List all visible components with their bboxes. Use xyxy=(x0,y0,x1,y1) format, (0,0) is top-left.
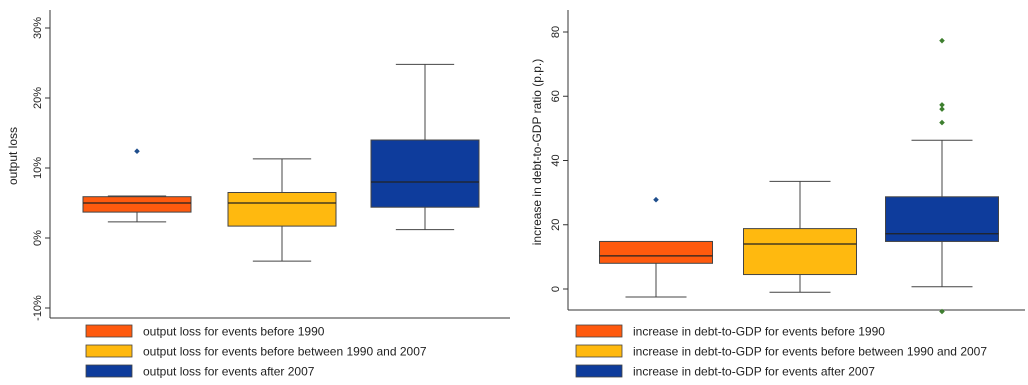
box-3 xyxy=(370,63,480,231)
y-tick-label: 60 xyxy=(550,90,562,102)
y-tick-label: -10% xyxy=(32,295,44,321)
box-iqr xyxy=(82,196,192,213)
y-tick-label: 0% xyxy=(32,230,44,246)
legend-label: output loss for events before between 19… xyxy=(143,345,427,359)
legend-swatch xyxy=(575,344,623,358)
y-tick-label: 0 xyxy=(550,286,562,292)
box-iqr xyxy=(743,228,857,276)
y-tick-label: 20 xyxy=(550,219,562,231)
outlier-point xyxy=(939,119,945,126)
legend-swatch xyxy=(85,344,133,358)
chart-panel-2: 0 20 40 60 80 increase in debt-to-GDP ratio (… xyxy=(530,10,1025,379)
y-tick-label: 40 xyxy=(550,154,562,166)
chart-panel-1: -10% 0% 10% 20% 30% output loss output loss fo… xyxy=(6,10,510,379)
box-iqr xyxy=(227,192,337,227)
box-3 xyxy=(885,37,999,315)
outlier-point xyxy=(939,37,945,44)
outlier-point xyxy=(134,148,140,154)
legend-label: output loss for events before 1990 xyxy=(143,325,325,339)
legend-label: increase in debt-to-GDP for events befor… xyxy=(633,325,885,339)
y-tick-label: 80 xyxy=(550,26,562,38)
outlier-point xyxy=(653,196,659,203)
legend-label: increase in debt-to-GDP for events befor… xyxy=(633,345,987,359)
box-2 xyxy=(743,180,857,293)
box-1 xyxy=(599,196,713,298)
box-iqr xyxy=(599,240,713,264)
y-tick-label: 10% xyxy=(32,157,44,179)
outlier-point xyxy=(939,102,945,108)
legend-label: output loss for events after 2007 xyxy=(143,365,315,379)
legend-label: increase in debt-to-GDP for events after… xyxy=(633,365,875,379)
legend-swatch xyxy=(575,364,623,378)
box-1 xyxy=(82,148,192,223)
legend-swatch xyxy=(85,324,133,338)
legend-swatch xyxy=(575,324,623,338)
legend-swatch xyxy=(85,364,133,378)
box-2 xyxy=(227,158,337,262)
outlier-point xyxy=(939,106,945,112)
box-iqr xyxy=(885,196,999,242)
y-axis-title: increase in debt-to-GDP ratio (p.p.) xyxy=(530,59,544,246)
y-tick-label: 20% xyxy=(32,87,44,109)
box-iqr xyxy=(370,139,480,208)
y-tick-label: 30% xyxy=(32,17,44,39)
y-axis-title: output loss xyxy=(6,127,20,185)
outlier-point xyxy=(939,308,945,315)
